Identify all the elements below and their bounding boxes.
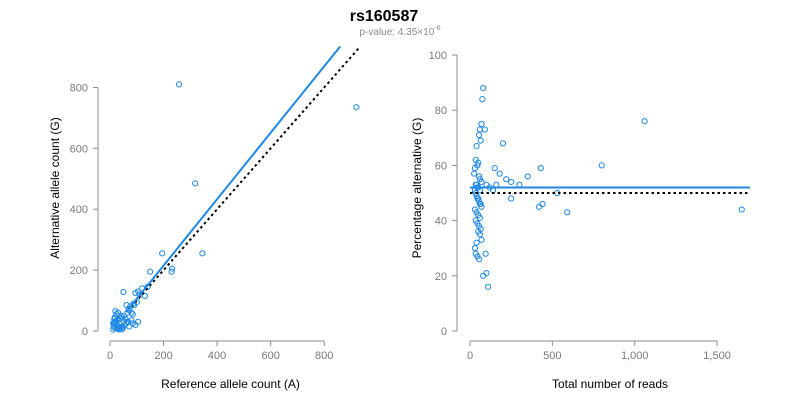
left-data-point — [120, 288, 127, 296]
right-data-point — [478, 178, 485, 186]
left-y-axis-title: Alternative allele count (G) — [48, 117, 62, 258]
right-data-point — [508, 195, 515, 202]
left-x-tick-label: 400 — [208, 350, 226, 362]
right-data-point — [508, 178, 515, 186]
left-data-point — [159, 250, 166, 257]
left-data-point — [117, 312, 124, 319]
left-data-point — [353, 104, 360, 111]
right-y-tick-label: 80 — [435, 105, 447, 117]
left-data-point — [111, 314, 118, 321]
right-data-point — [478, 203, 485, 210]
left-x-tick-label: 200 — [154, 350, 172, 362]
right-x-tick-label: 1,000 — [621, 350, 649, 362]
right-y-tick-label: 60 — [435, 160, 447, 172]
chart-title: rs160587 — [350, 8, 419, 25]
right-data-point — [478, 120, 485, 128]
right-data-point — [539, 200, 546, 208]
left-data-point — [147, 268, 154, 275]
right-data-point — [476, 214, 483, 221]
right-data-point — [496, 170, 503, 177]
right-data-point — [473, 142, 480, 150]
left-x-tick-label: 800 — [315, 350, 333, 362]
right-data-point — [477, 200, 484, 208]
left-data-point — [169, 265, 176, 272]
left-fit-line — [125, 45, 342, 313]
right-data-point — [475, 131, 483, 139]
right-x-tick-label: 500 — [543, 350, 561, 362]
right-data-point — [598, 162, 605, 169]
left-y-tick-label: 200 — [70, 265, 88, 277]
right-data-point — [475, 256, 483, 263]
left-data-point — [175, 81, 183, 88]
subtitle-exponent: -6 — [434, 25, 440, 32]
right-data-point — [475, 195, 482, 202]
left-data-point — [124, 318, 131, 325]
right-data-point — [478, 236, 485, 244]
left-data-point — [120, 312, 128, 319]
right-data-point — [499, 140, 507, 147]
right-data-point — [524, 173, 531, 180]
right-data-point — [472, 189, 479, 197]
left-y-tick-label: 600 — [70, 143, 88, 155]
right-data-point — [473, 239, 480, 246]
chart-subtitle: p-value: 4.35×10-6 — [359, 25, 440, 38]
right-data-point — [471, 245, 479, 252]
right-y-tick-label: 0 — [441, 326, 447, 338]
left-data-point — [132, 289, 139, 297]
subtitle-prefix: p-value: 4.35×10 — [359, 27, 434, 38]
left-x-tick-label: 600 — [261, 350, 279, 362]
left-data-point — [110, 326, 117, 333]
left-panel: 0 200 400 600 800 0 200 400 600 800 Reference alle… — [48, 45, 360, 391]
left-data-point — [128, 317, 135, 324]
right-data-point — [641, 118, 648, 125]
right-data-point — [536, 203, 543, 210]
right-data-point — [479, 96, 486, 103]
left-data-point — [168, 268, 175, 275]
right-data-point — [482, 250, 489, 257]
left-x-axis-title: Reference allele count (A) — [161, 377, 300, 391]
right-x-tick-label: 1,500 — [703, 350, 731, 362]
right-data-point — [475, 173, 483, 180]
right-data-point — [471, 170, 478, 177]
right-y-tick-label: 100 — [429, 50, 447, 62]
left-data-point — [192, 180, 199, 187]
right-panel: 0 500 1,000 1,500 0 20 40 60 80 100 Total number o… — [410, 50, 750, 391]
right-data-point — [503, 176, 510, 183]
right-data-point — [480, 272, 487, 279]
right-x-tick-label: 0 — [467, 350, 473, 362]
right-data-point — [476, 231, 483, 238]
right-data-point — [477, 137, 484, 144]
right-y-tick-label: 20 — [435, 271, 447, 283]
left-data-point — [129, 320, 136, 327]
right-y-tick-label: 40 — [435, 216, 447, 228]
left-y-tick-label: 0 — [82, 326, 88, 338]
left-y-tick-label: 400 — [70, 204, 88, 216]
right-data-point — [476, 126, 483, 133]
left-data-point — [129, 311, 136, 318]
right-data-point — [480, 85, 487, 92]
right-data-point — [483, 269, 490, 277]
left-data-point — [128, 309, 135, 316]
left-data-point — [141, 292, 148, 300]
right-x-axis-title: Total number of reads — [552, 377, 668, 391]
right-data-point — [537, 165, 544, 172]
right-data-point — [491, 165, 498, 172]
left-reference-line — [130, 47, 360, 308]
right-data-point — [738, 206, 745, 213]
right-data-point — [485, 283, 492, 290]
left-data-point — [199, 250, 206, 257]
right-data-point — [481, 126, 488, 133]
right-data-point — [475, 159, 482, 166]
left-y-tick-label: 800 — [70, 82, 88, 94]
right-y-axis-title: Percentage alternative (G) — [410, 118, 424, 259]
left-data-point — [135, 318, 142, 325]
right-data-point — [564, 209, 571, 216]
left-x-tick-label: 0 — [107, 350, 113, 362]
